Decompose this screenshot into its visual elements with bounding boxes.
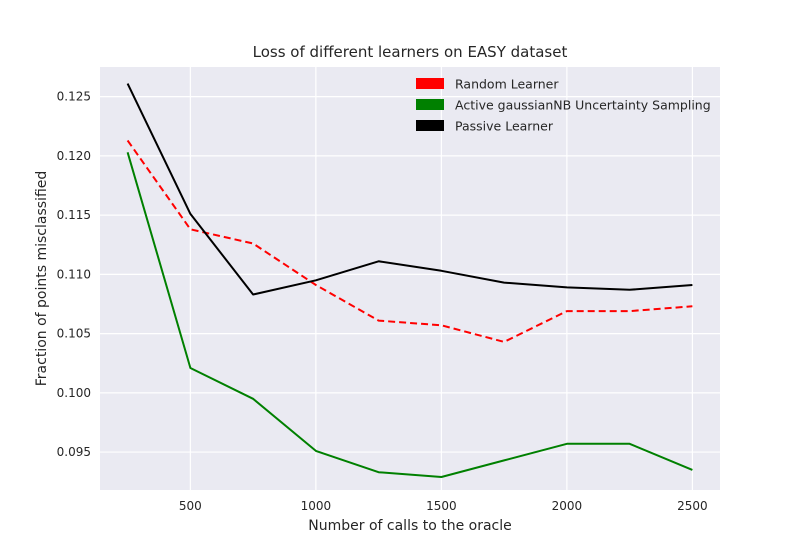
y-tick-label: 0.115 bbox=[57, 208, 91, 222]
y-tick-label: 0.120 bbox=[57, 149, 91, 163]
grid-lines bbox=[100, 67, 720, 490]
y-tick-label: 0.105 bbox=[57, 327, 91, 341]
legend-label: Passive Learner bbox=[455, 119, 554, 134]
x-axis-label: Number of calls to the oracle bbox=[308, 518, 511, 534]
series-line bbox=[126, 152, 693, 478]
series-line bbox=[126, 83, 693, 296]
axis-ticks: 0.095 0.100 0.105 0.110 0.115 0.120 0.125 500 10… bbox=[57, 90, 708, 513]
y-tick-label: 0.095 bbox=[57, 445, 91, 459]
x-tick-label: 2500 bbox=[677, 499, 708, 513]
legend: Random Learner Active gaussianNB Uncertai… bbox=[416, 77, 711, 134]
x-tick-label: 2000 bbox=[552, 499, 583, 513]
y-tick-label: 0.110 bbox=[57, 267, 91, 281]
y-tick-label: 0.125 bbox=[57, 90, 91, 104]
plot-background bbox=[100, 67, 720, 490]
legend-label: Active gaussianNB Uncertainty Sampling bbox=[455, 98, 711, 113]
y-tick-label: 0.100 bbox=[57, 386, 91, 400]
chart-title: Loss of different learners on EASY datas… bbox=[253, 43, 568, 61]
legend-label: Random Learner bbox=[455, 77, 559, 92]
data-series bbox=[126, 83, 693, 478]
legend-swatch bbox=[416, 99, 444, 110]
y-axis-label: Fraction of points misclassified bbox=[34, 171, 50, 387]
x-tick-label: 500 bbox=[179, 499, 202, 513]
legend-swatch bbox=[416, 120, 444, 131]
legend-swatch bbox=[416, 78, 444, 89]
x-tick-label: 1500 bbox=[426, 499, 457, 513]
x-tick-label: 1000 bbox=[301, 499, 332, 513]
